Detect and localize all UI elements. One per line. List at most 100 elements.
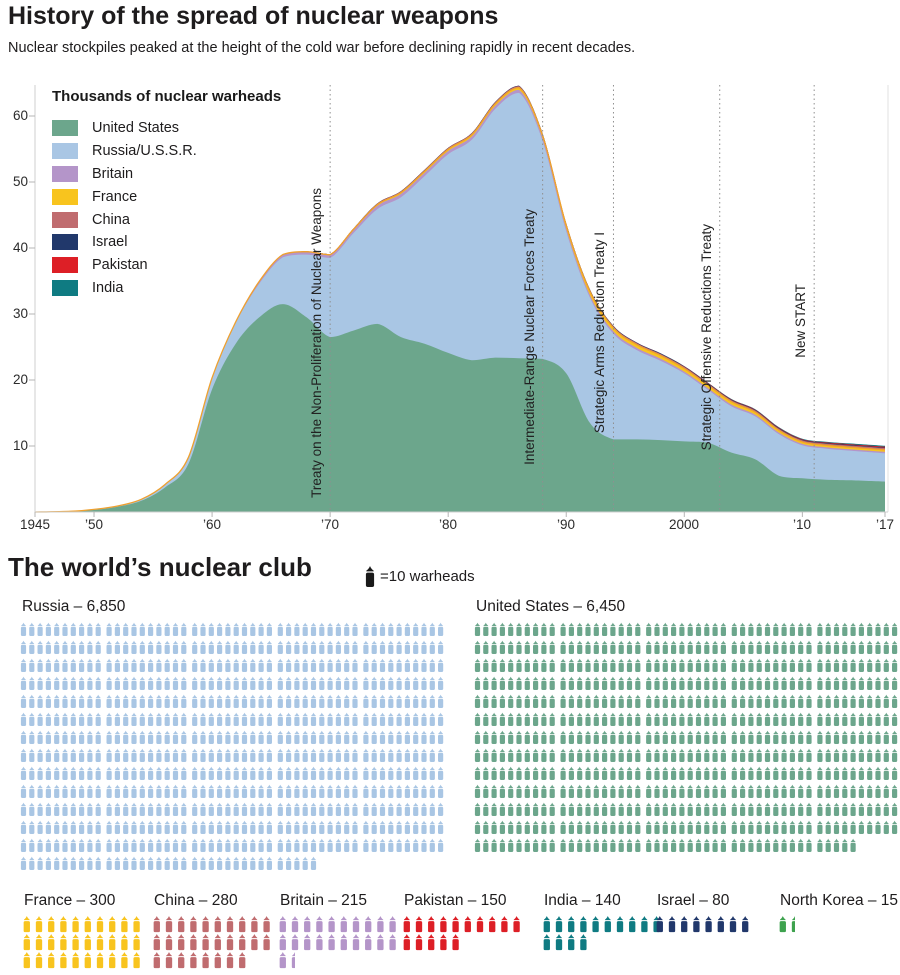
warhead-icon: [363, 838, 369, 852]
warhead-icon: [421, 748, 427, 762]
x-axis-tick-label: ’80: [438, 517, 457, 532]
warhead-icon: [798, 730, 804, 744]
warhead-icon: [139, 676, 145, 690]
warhead-icon: [720, 838, 726, 852]
warhead-icon: [45, 820, 51, 834]
warhead-icon: [226, 916, 234, 933]
warhead-icon: [156, 748, 162, 762]
legend-title: Thousands of nuclear warheads: [52, 88, 282, 105]
warhead-icon: [618, 712, 624, 726]
warhead-icon: [241, 640, 248, 654]
warhead-icon: [524, 712, 530, 726]
warhead-icon: [266, 694, 272, 708]
warhead-icon: [687, 622, 693, 636]
warhead-icon: [316, 934, 323, 951]
warhead-icon: [241, 712, 248, 726]
warhead-icon: [533, 658, 539, 672]
warhead-icon: [172, 622, 179, 636]
pictogram-label-britain: Britain – 215: [280, 892, 368, 909]
warhead-icon: [181, 748, 187, 762]
warhead-icon: [568, 712, 574, 726]
warhead-icon: [233, 622, 239, 636]
warhead-icon: [875, 766, 881, 780]
warhead-icon: [524, 784, 530, 798]
warhead-icon: [87, 802, 93, 816]
warhead-icon: [806, 676, 812, 690]
warhead-icon: [748, 694, 754, 708]
warhead-icon: [250, 766, 256, 780]
warhead-icon: [731, 784, 737, 798]
warhead-icon: [533, 730, 539, 744]
warhead-icon: [304, 916, 311, 933]
warhead-icon: [54, 730, 60, 744]
warhead-icon: [328, 916, 335, 933]
warhead-icon: [335, 838, 341, 852]
warhead-icon: [20, 838, 27, 852]
warhead-icon: [277, 712, 283, 726]
warhead-icon: [687, 730, 693, 744]
warhead-icon: [87, 766, 93, 780]
warhead-icon: [541, 676, 547, 690]
warhead-icon: [371, 730, 377, 744]
legend-swatch: [52, 234, 78, 251]
warhead-icon: [646, 694, 652, 708]
warhead-icon: [164, 658, 170, 672]
warhead-icon: [286, 784, 292, 798]
warhead-icon: [266, 838, 272, 852]
warhead-icon: [258, 766, 264, 780]
warhead-icon: [352, 916, 360, 933]
warhead-icon: [344, 838, 350, 852]
warhead-icon: [483, 694, 489, 708]
warhead-icon: [258, 802, 264, 816]
warhead-icon: [705, 916, 712, 933]
warhead-icon: [106, 622, 112, 636]
warhead-icon: [679, 766, 685, 780]
warhead-icon: [704, 622, 710, 636]
warhead-icon: [148, 730, 154, 744]
warhead-icon: [533, 766, 539, 780]
warhead-icon: [413, 748, 419, 762]
warhead-icon: [310, 766, 317, 780]
warhead-icon: [20, 712, 27, 726]
warhead-icon: [806, 730, 812, 744]
warhead-icon: [720, 640, 726, 654]
warhead-icon: [54, 694, 60, 708]
warhead-icon: [883, 622, 889, 636]
warhead-icon: [549, 802, 555, 816]
pictogram-label-north-korea: North Korea – 15: [780, 892, 899, 909]
warhead-icon: [371, 766, 377, 780]
warhead-icon: [483, 712, 489, 726]
warhead-icon: [602, 658, 608, 672]
warhead-icon: [388, 766, 394, 780]
warhead-icon: [555, 934, 563, 951]
warhead-icon: [499, 820, 505, 834]
warhead-icon: [45, 748, 51, 762]
legend-label: China: [92, 211, 130, 228]
warhead-icon: [319, 676, 325, 690]
warhead-icon: [286, 748, 292, 762]
warhead-icon: [319, 784, 325, 798]
warhead-icon: [35, 952, 43, 969]
warhead-icon: [23, 934, 30, 951]
warhead-icon: [875, 802, 881, 816]
warhead-icon: [379, 784, 386, 798]
warhead-icon: [731, 748, 737, 762]
warhead-icon: [327, 622, 333, 636]
warhead-icon: [95, 730, 101, 744]
warhead-icon: [279, 916, 286, 933]
warhead-icon: [404, 676, 410, 690]
warhead-icon: [139, 838, 145, 852]
warhead-icon: [279, 934, 286, 951]
warhead-icon: [192, 694, 198, 708]
warhead-icon: [671, 820, 677, 834]
warhead-icon: [764, 676, 771, 690]
warhead-icon: [148, 820, 154, 834]
warhead-icon: [560, 640, 566, 654]
warhead-icon: [842, 802, 848, 816]
warhead-icon: [585, 766, 591, 780]
warhead-icon: [610, 730, 616, 744]
warhead-icon: [825, 622, 831, 636]
legend-swatch: [52, 120, 78, 137]
warhead-icon: [70, 676, 76, 690]
warhead-icon: [560, 622, 566, 636]
